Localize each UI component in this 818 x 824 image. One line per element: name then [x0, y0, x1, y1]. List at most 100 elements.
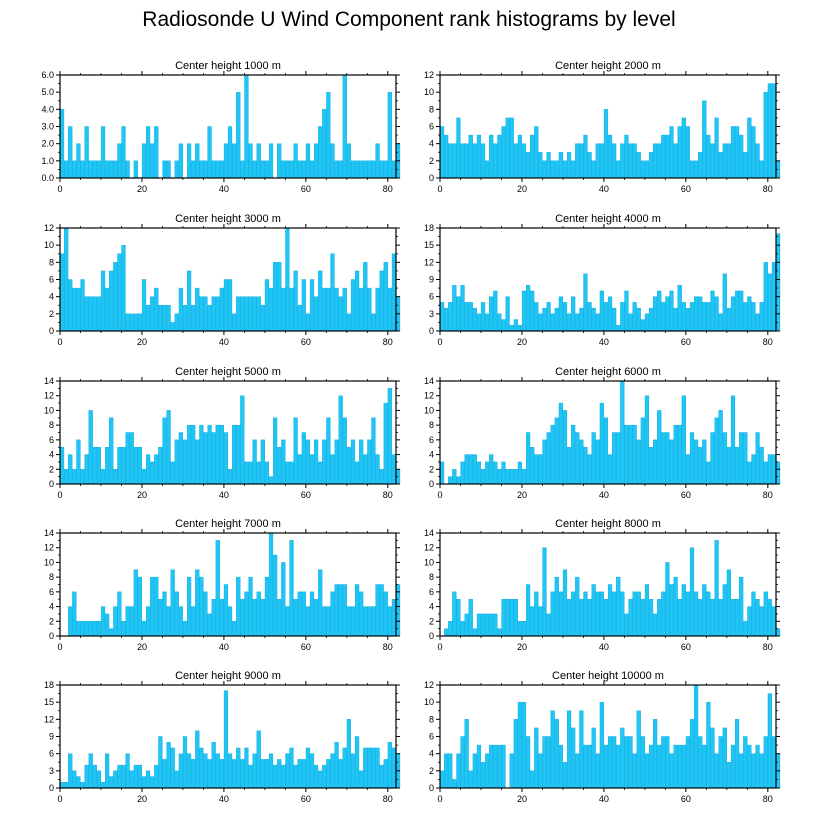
histogram-bar [322, 439, 327, 485]
histogram-bar [309, 454, 315, 485]
histogram-bar [665, 296, 670, 332]
histogram-bar [714, 540, 719, 637]
histogram-bar [632, 591, 637, 637]
histogram-bar [755, 432, 760, 485]
y-tick-label: 3 [49, 766, 54, 776]
histogram-bar [558, 402, 563, 485]
histogram-bar [624, 613, 629, 637]
histogram-bar [722, 727, 727, 789]
histogram-panel-5: Center height 5000 m 0 2 4 6 8 10 12 14 0 20 40 60 80 [44, 366, 401, 500]
histogram-bar [685, 126, 690, 179]
x-tick-label: 40 [599, 490, 609, 500]
histogram-bar [68, 126, 73, 179]
histogram-bar [154, 764, 159, 789]
y-tick-label: 10 [424, 87, 434, 97]
histogram-bar [530, 770, 535, 789]
histogram-bar [607, 454, 613, 485]
histogram-bar [521, 701, 527, 789]
histogram-bar [448, 621, 453, 637]
histogram-bar [714, 117, 719, 179]
histogram-bar [485, 461, 490, 485]
histogram-panel-4: Center height 4000 m 0 3 6 9 12 15 18 0 20 40 60 80 [424, 213, 781, 347]
histogram-bar [121, 447, 126, 485]
histogram-bar [513, 469, 518, 485]
histogram-bar [154, 454, 159, 485]
histogram-bar [710, 599, 715, 637]
x-tick-label: 20 [137, 794, 147, 804]
histogram-bar [673, 744, 678, 789]
panel-title: Center height 6000 m [555, 366, 661, 378]
histogram-bar [125, 606, 130, 637]
histogram-bar [309, 160, 315, 179]
histogram-bar [460, 461, 465, 485]
y-tick-label: 2 [49, 616, 54, 626]
histogram-bar [579, 307, 584, 332]
histogram-bar [448, 302, 453, 332]
histogram-bar [476, 134, 482, 179]
histogram-bar [771, 262, 777, 332]
histogram-bar [702, 302, 707, 332]
histogram-bar [747, 296, 752, 332]
histogram-bar [517, 134, 522, 179]
y-tick-label: 2 [429, 464, 434, 474]
y-tick-label: 6 [49, 587, 54, 597]
y-tick-label: 1.0 [41, 156, 54, 166]
histogram-bar [195, 569, 200, 637]
histogram-bar [354, 584, 360, 637]
histogram-bar [743, 152, 748, 179]
histogram-bar [133, 313, 138, 332]
histogram-bar [558, 296, 563, 332]
x-tick-label: 0 [437, 794, 442, 804]
histogram-bar [521, 290, 527, 332]
histogram-bar [154, 576, 159, 637]
histogram-bar [105, 287, 110, 332]
histogram-bar [92, 160, 97, 179]
histogram-bar [665, 562, 670, 637]
histogram-bar [636, 710, 641, 789]
histogram-bar [59, 253, 65, 332]
y-tick-label: 12 [44, 543, 54, 553]
histogram-bar [632, 143, 637, 179]
histogram-bar [771, 736, 777, 789]
histogram-bar [669, 439, 674, 485]
histogram-panel-7: Center height 7000 m 0 2 4 6 8 10 12 14 0 20 40 60 80 [44, 518, 401, 652]
histogram-bar [493, 290, 498, 332]
histogram-bar [219, 599, 224, 637]
histogram-bar [391, 747, 397, 789]
histogram-bar [350, 279, 356, 332]
x-tick-label: 60 [301, 642, 311, 652]
histogram-bar [150, 461, 155, 485]
histogram-bar [763, 461, 768, 485]
histogram-bar [84, 621, 89, 637]
histogram-bar [105, 160, 110, 179]
histogram-bar [199, 296, 204, 332]
histogram-bar [68, 454, 73, 485]
histogram-bar [375, 454, 380, 485]
histogram-bar [387, 606, 392, 637]
histogram-bar [109, 628, 114, 637]
histogram-bar [281, 562, 286, 637]
histogram-bar [710, 143, 715, 179]
histogram-bar [273, 262, 278, 332]
histogram-bar [363, 747, 368, 789]
histogram-bar [342, 74, 347, 179]
histogram-bar [174, 439, 179, 485]
histogram-bar [354, 160, 360, 179]
histogram-bar [232, 143, 237, 179]
histogram-bar [612, 432, 617, 485]
y-tick-label: 12 [44, 391, 54, 401]
histogram-bar [653, 296, 658, 332]
histogram-bar [281, 764, 286, 789]
histogram-bar [575, 753, 580, 789]
histogram-bar [338, 395, 343, 485]
histogram-bar [211, 599, 216, 637]
histogram-bar [105, 447, 110, 485]
histogram-bar [460, 285, 465, 332]
x-tick-label: 40 [219, 490, 229, 500]
histogram-bar [489, 613, 494, 637]
histogram-bar [207, 759, 212, 789]
histogram-bar [648, 447, 654, 485]
histogram-bar [264, 759, 270, 789]
histogram-bar [644, 753, 650, 789]
histogram-bar [256, 296, 261, 332]
